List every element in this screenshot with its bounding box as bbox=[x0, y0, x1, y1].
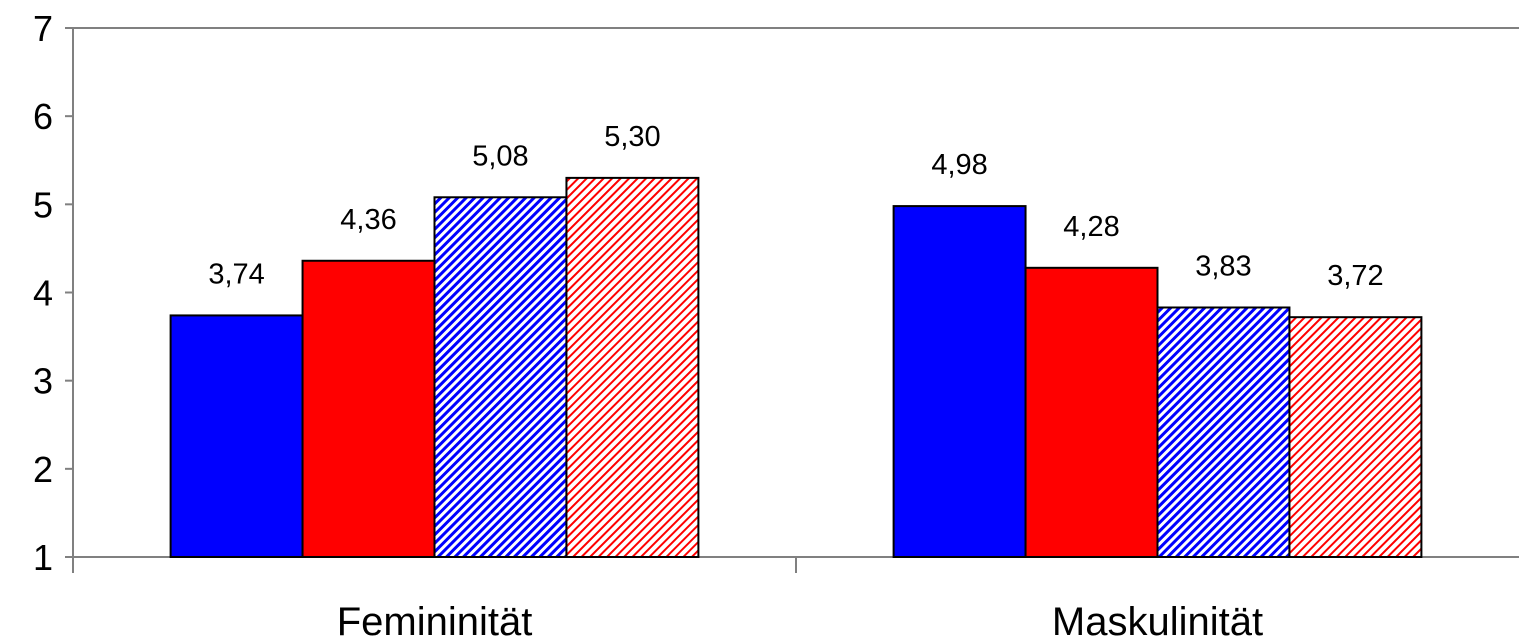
y-axis: 1 2 3 4 5 6 7 bbox=[33, 8, 74, 578]
bar bbox=[169, 314, 304, 558]
bar bbox=[892, 205, 1027, 558]
data-label: 4,98 bbox=[931, 149, 987, 181]
x-axis: Femininität Maskulinität bbox=[72, 556, 1519, 644]
bar bbox=[1156, 306, 1291, 559]
data-labels: 3,74 4,36 5,08 5,30 4,98 4,28 3,83 3,72 bbox=[208, 121, 1383, 292]
data-label: 4,28 bbox=[1063, 211, 1119, 243]
data-label: 5,08 bbox=[472, 140, 528, 172]
bar bbox=[433, 196, 568, 558]
category-label: Maskulinität bbox=[1052, 600, 1263, 644]
bar bbox=[1024, 266, 1159, 558]
y-tick-label: 5 bbox=[33, 184, 53, 225]
y-tick-label: 1 bbox=[33, 537, 53, 578]
category-label: Femininität bbox=[337, 600, 533, 644]
data-label: 3,83 bbox=[1195, 250, 1251, 282]
bar bbox=[301, 259, 436, 558]
data-label: 3,74 bbox=[208, 258, 264, 290]
data-label: 5,30 bbox=[604, 121, 660, 153]
bars bbox=[169, 176, 1423, 559]
y-tick-label: 6 bbox=[33, 96, 53, 137]
bar bbox=[1288, 316, 1423, 559]
data-label: 4,36 bbox=[340, 204, 396, 236]
y-tick-label: 2 bbox=[33, 449, 53, 490]
y-tick-label: 3 bbox=[33, 361, 53, 402]
data-label: 3,72 bbox=[1327, 260, 1383, 292]
y-tick-label: 4 bbox=[33, 273, 53, 314]
bar bbox=[565, 176, 700, 558]
y-tick-label: 7 bbox=[33, 8, 53, 49]
